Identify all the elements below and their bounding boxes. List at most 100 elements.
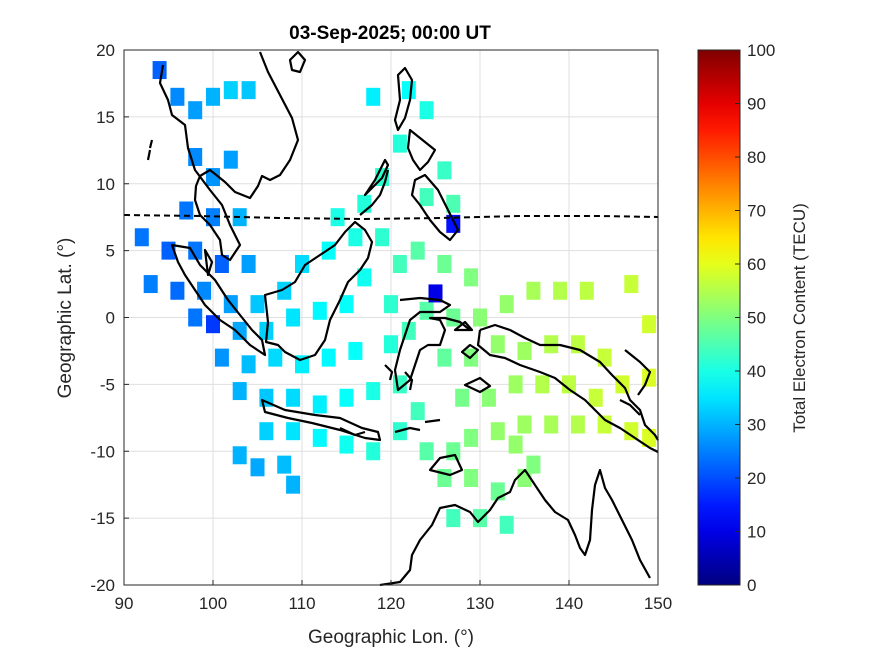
- tec-cell: [286, 475, 301, 494]
- tec-cell: [437, 255, 452, 273]
- tec-cell: [286, 388, 301, 407]
- tec-cell: [419, 101, 434, 120]
- tec-cell: [553, 281, 568, 300]
- tec-cells: [134, 61, 657, 534]
- tec-cell: [517, 415, 532, 434]
- tec-cell: [419, 442, 434, 461]
- tec-cell: [357, 268, 372, 287]
- tec-cell: [437, 161, 452, 180]
- x-axis-ticks: 90 100 110 120 130 140 150: [115, 580, 672, 613]
- tec-cell: [446, 308, 461, 327]
- tec-cell: [348, 228, 363, 247]
- tec-cell: [312, 301, 327, 320]
- y-tick-label: -15: [90, 509, 115, 528]
- y-tick-label: -20: [90, 576, 115, 595]
- y-axis-ticks: -20 -15 -10 -5 0 5 10 15 20: [90, 41, 129, 595]
- tec-cell: [241, 255, 256, 273]
- tec-cell: [464, 469, 479, 487]
- tec-cell: [214, 255, 229, 273]
- tec-cell: [508, 375, 523, 394]
- tec-cell: [526, 281, 541, 300]
- y-tick-label: -10: [90, 442, 115, 461]
- tec-cell: [348, 341, 363, 360]
- tec-cell: [473, 308, 487, 327]
- y-tick-label: 15: [96, 108, 115, 127]
- tec-cell: [526, 455, 541, 474]
- tec-cell: [419, 301, 434, 320]
- tec-cell: [481, 388, 496, 407]
- tec-cell: [384, 335, 398, 354]
- tec-cell: [384, 295, 398, 314]
- tec-cell: [392, 255, 407, 273]
- x-axis-label: Geographic Lon. (°): [308, 627, 474, 648]
- tec-cell: [241, 81, 256, 100]
- colorbar-tick-label: 30: [747, 416, 766, 435]
- x-tick-label: 110: [288, 594, 315, 613]
- y-tick-label: -5: [100, 375, 115, 394]
- tec-cell: [170, 281, 185, 300]
- tec-cell: [321, 348, 336, 367]
- tec-cell: [624, 275, 639, 294]
- tec-cell: [143, 275, 158, 294]
- tec-cell: [223, 81, 238, 100]
- tec-cell: [375, 228, 390, 247]
- x-tick-label: 90: [115, 594, 134, 613]
- tec-cell: [624, 422, 639, 441]
- tec-cell: [214, 348, 229, 367]
- tec-cell: [588, 388, 603, 407]
- tec-cell: [437, 348, 452, 367]
- colorbar-tick-label: 60: [747, 255, 766, 274]
- tec-cell: [410, 402, 425, 421]
- tec-cell: [250, 458, 265, 477]
- tec-cell: [250, 295, 265, 314]
- tec-cell: [339, 295, 354, 314]
- tec-cell: [206, 87, 220, 106]
- tec-cell: [232, 446, 247, 465]
- tec-cell: [241, 355, 256, 374]
- x-tick-label: 140: [555, 594, 583, 613]
- tec-cell: [206, 315, 220, 334]
- colorbar-tick-label: 80: [747, 148, 766, 167]
- x-tick-label: 150: [644, 594, 672, 613]
- colorbar: [697, 49, 741, 586]
- tec-cell: [366, 382, 381, 401]
- tec-cell: [321, 241, 336, 260]
- tec-cell: [490, 422, 505, 441]
- y-tick-label: 10: [96, 175, 115, 194]
- tec-cell: [579, 281, 594, 300]
- tec-cell: [446, 194, 461, 213]
- y-tick-label: 5: [106, 242, 115, 261]
- tec-cell: [499, 295, 514, 314]
- tec-cell: [330, 208, 345, 227]
- tec-cell: [570, 415, 585, 434]
- colorbar-tick-label: 20: [747, 469, 766, 488]
- tec-cell: [312, 395, 327, 414]
- tec-cell: [490, 335, 505, 354]
- tec-cell: [232, 382, 247, 401]
- tec-cell: [232, 321, 247, 340]
- magnetic-equator-line: [123, 214, 659, 221]
- colorbar-tick-label: 50: [747, 309, 766, 328]
- tec-cell: [508, 435, 523, 454]
- tec-cell: [223, 150, 238, 169]
- tec-cell: [544, 415, 559, 434]
- chart-title: 03-Sep-2025; 00:00 UT: [289, 23, 491, 44]
- tec-cell: [597, 415, 612, 434]
- tec-cell: [152, 61, 167, 80]
- tec-cell: [312, 428, 327, 447]
- tec-cell: [197, 281, 212, 300]
- colorbar-tick-label: 70: [747, 202, 766, 221]
- tec-cell: [597, 348, 612, 367]
- tec-cell: [206, 168, 220, 187]
- tec-cell: [410, 241, 425, 260]
- tec-cell: [366, 87, 381, 106]
- colorbar-tick-label: 0: [747, 576, 756, 595]
- y-tick-label: 20: [96, 41, 115, 60]
- tec-cell: [499, 515, 514, 534]
- coastlines: [146, 50, 659, 587]
- x-tick-label: 120: [377, 594, 405, 613]
- tec-cell: [339, 435, 354, 454]
- tec-cell: [464, 268, 479, 287]
- tec-cell: [464, 428, 479, 447]
